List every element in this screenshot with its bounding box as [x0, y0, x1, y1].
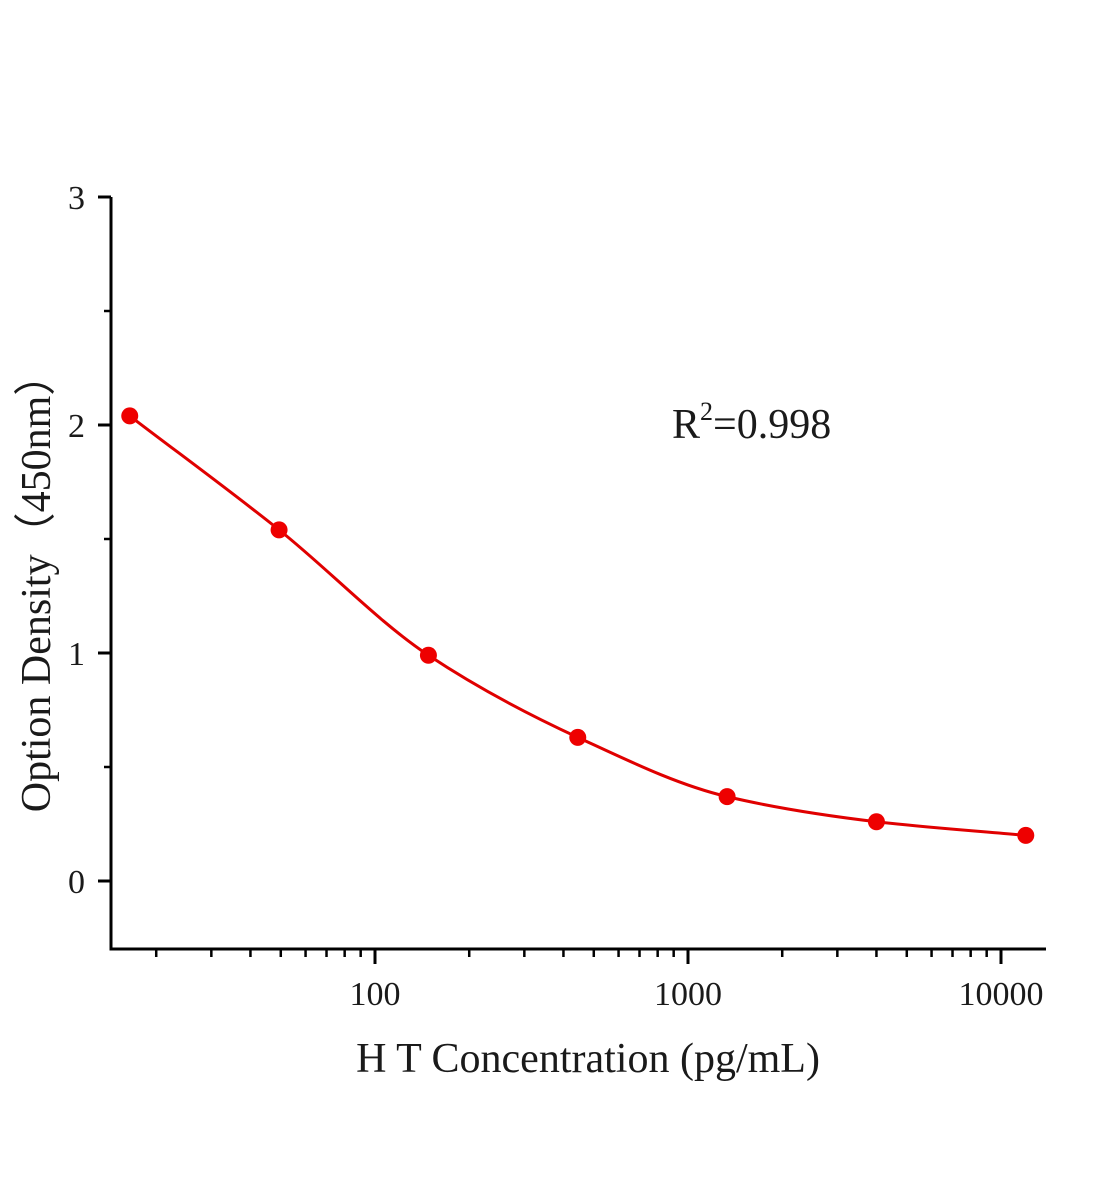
x-tick-label: 10000 [959, 976, 1044, 1013]
axes [109, 197, 1046, 951]
data-points [121, 407, 1035, 844]
x-tick-label: 1000 [654, 976, 722, 1013]
y-tick-label: 0 [68, 864, 85, 901]
r-squared-base: R [672, 402, 700, 448]
data-point [419, 646, 437, 664]
data-point [867, 813, 885, 831]
ticks: 0 1 2 3 100 1000 10000 [68, 180, 1044, 1013]
data-point [121, 407, 139, 425]
r-squared-superscript: 2 [700, 397, 713, 426]
data-point [270, 521, 288, 539]
r-squared-annotation: R2=0.998 [672, 397, 831, 448]
data-point [718, 788, 736, 806]
fit-curve-layer [128, 414, 1026, 837]
data-point [1017, 826, 1035, 844]
x-tick-label: 100 [350, 976, 401, 1013]
y-tick-label: 1 [68, 636, 85, 673]
data-point [569, 728, 587, 746]
y-tick-label: 2 [68, 408, 85, 445]
y-axis-title: Option Density（450nm） [14, 354, 60, 813]
y-tick-label: 3 [68, 180, 85, 217]
x-axis-title: H T Concentration (pg/mL) [356, 1036, 820, 1082]
r-squared-value: =0.998 [713, 402, 831, 448]
fit-curve [128, 414, 1026, 837]
